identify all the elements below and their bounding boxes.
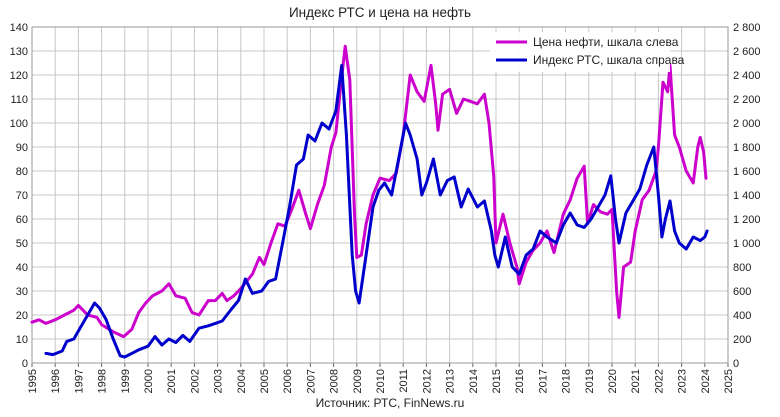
x-tick-label: 2025 bbox=[723, 369, 735, 393]
x-tick-label: 1999 bbox=[120, 369, 132, 393]
x-tick-label: 1998 bbox=[97, 369, 109, 393]
y-right-tick-label: 2 200 bbox=[733, 94, 761, 106]
x-tick-label: 2002 bbox=[189, 369, 201, 393]
y-left-tick-label: 30 bbox=[16, 286, 28, 298]
x-tick-label: 2003 bbox=[213, 369, 225, 393]
y-right-tick-label: 600 bbox=[733, 286, 751, 298]
x-tick-label: 2018 bbox=[561, 369, 573, 393]
y-right-tick-label: 0 bbox=[733, 358, 739, 370]
y-left-tick-label: 70 bbox=[16, 190, 28, 202]
x-tick-label: 1997 bbox=[73, 369, 85, 393]
chart-source: Источник: РТС, FinNews.ru bbox=[316, 396, 465, 410]
y-right-tick-label: 800 bbox=[733, 262, 751, 274]
x-tick-label: 2023 bbox=[677, 369, 689, 393]
legend-box bbox=[490, 32, 670, 72]
y-left-tick-label: 60 bbox=[16, 214, 28, 226]
y-right-tick-label: 1 400 bbox=[733, 190, 761, 202]
y-left-tick-label: 110 bbox=[10, 94, 28, 106]
y-right-tick-label: 2 800 bbox=[733, 22, 761, 34]
y-right-tick-label: 2 400 bbox=[733, 70, 761, 82]
y-left-tick-label: 120 bbox=[10, 70, 28, 82]
y-right-tick-label: 400 bbox=[733, 310, 751, 322]
x-tick-label: 2013 bbox=[445, 369, 457, 393]
x-tick-label: 2019 bbox=[584, 369, 596, 393]
x-tick-label: 2007 bbox=[305, 369, 317, 393]
x-tick-label: 2010 bbox=[375, 369, 387, 393]
x-tick-label: 2020 bbox=[607, 369, 619, 393]
x-tick-label: 2015 bbox=[491, 369, 503, 393]
x-tick-label: 2012 bbox=[421, 369, 433, 393]
x-tick-label: 1996 bbox=[50, 369, 62, 393]
y-left-tick-label: 10 bbox=[16, 334, 28, 346]
x-tick-label: 2008 bbox=[329, 369, 341, 393]
y-right-tick-label: 2 600 bbox=[733, 46, 761, 58]
x-tick-label: 2017 bbox=[537, 369, 549, 393]
x-tick-label: 2006 bbox=[282, 369, 294, 393]
y-left-tick-label: 50 bbox=[16, 238, 28, 250]
y-left-tick-label: 130 bbox=[10, 46, 28, 58]
x-tick-label: 2022 bbox=[653, 369, 665, 393]
y-right-tick-label: 1 200 bbox=[733, 214, 761, 226]
legend: Цена нефти, шкала слева Индекс РТС, шкал… bbox=[490, 32, 685, 72]
y-left-tick-label: 140 bbox=[10, 22, 28, 34]
y-right-tick-label: 2 000 bbox=[733, 118, 761, 130]
x-tick-label: 2021 bbox=[630, 369, 642, 393]
y-left-tick-label: 40 bbox=[16, 262, 28, 274]
x-tick-label: 1995 bbox=[27, 369, 39, 393]
axes: 0 0 10 200 20 400 30 600 40 800 50 1 000 60 1 200 70 1 … bbox=[10, 22, 761, 393]
series-line-rts bbox=[44, 63, 709, 359]
y-left-tick-label: 20 bbox=[16, 310, 28, 322]
legend-label-rts: Индекс РТС, шкала справа bbox=[533, 53, 685, 67]
y-left-tick-label: 100 bbox=[10, 118, 28, 130]
x-tick-label: 2014 bbox=[468, 369, 480, 393]
y-right-tick-label: 1 000 bbox=[733, 238, 761, 250]
x-tick-label: 2024 bbox=[700, 369, 712, 393]
y-left-tick-label: 0 bbox=[22, 358, 28, 370]
x-tick-label: 2000 bbox=[143, 369, 155, 393]
x-tick-label: 2011 bbox=[398, 369, 410, 393]
y-left-tick-label: 90 bbox=[16, 142, 28, 154]
x-tick-label: 2009 bbox=[352, 369, 364, 393]
x-tick-label: 2001 bbox=[166, 369, 178, 393]
plot-frame bbox=[31, 26, 729, 364]
legend-label-oil: Цена нефти, шкала слева bbox=[533, 35, 679, 49]
y-right-tick-label: 1 800 bbox=[733, 142, 761, 154]
y-right-tick-label: 200 bbox=[733, 334, 751, 346]
series-layer bbox=[30, 44, 709, 359]
x-tick-label: 2005 bbox=[259, 369, 271, 393]
x-tick-label: 2016 bbox=[514, 369, 526, 393]
y-right-tick-label: 1 600 bbox=[733, 166, 761, 178]
chart-title: Индекс РТС и цена на нефть bbox=[289, 5, 471, 20]
x-tick-label: 2004 bbox=[236, 369, 248, 393]
y-left-tick-label: 80 bbox=[16, 166, 28, 178]
series-line-oil bbox=[30, 44, 708, 339]
